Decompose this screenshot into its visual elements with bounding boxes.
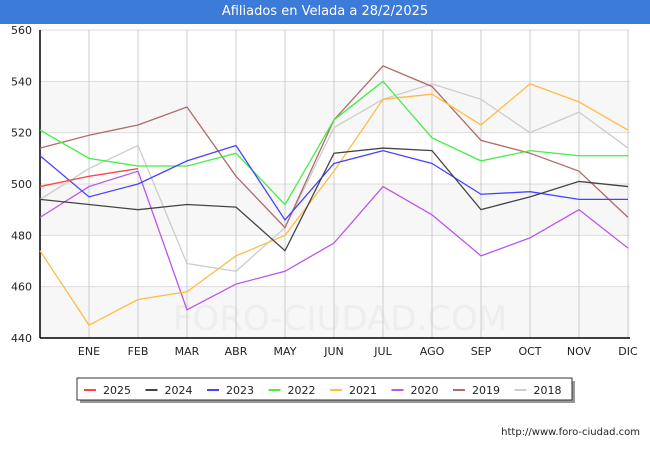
legend-label-2023: 2023 [226, 384, 254, 397]
legend-label-2022: 2022 [288, 384, 316, 397]
x-tick-label: NOV [567, 345, 592, 358]
x-tick-label: ABR [225, 345, 248, 358]
x-tick-label: JUL [373, 345, 392, 358]
x-tick-label: OCT [518, 345, 541, 358]
legend-label-2018: 2018 [534, 384, 562, 397]
legend-label-2025: 2025 [103, 384, 131, 397]
legend-label-2020: 2020 [411, 384, 439, 397]
chart-title: Afiliados en Velada a 28/2/2025 [0, 0, 650, 24]
series-line-2025 [39, 167, 139, 188]
x-tick-label: FEB [128, 345, 149, 358]
series-line-2021 [39, 83, 629, 327]
legend [76, 377, 573, 401]
legend-label-2021: 2021 [349, 384, 377, 397]
series-line-2022 [39, 80, 628, 206]
source-url[interactable]: http://www.foro-ciudad.com [501, 427, 640, 438]
y-tick-label: 480 [11, 229, 32, 242]
grid-band [40, 81, 630, 133]
watermark: FORO-CIUDAD.COM [173, 299, 507, 339]
x-tick-label: DIC [618, 345, 638, 358]
x-tick-label: AGO [420, 345, 445, 358]
x-tick-label: MAY [274, 345, 297, 358]
y-tick-label: 460 [11, 281, 32, 294]
x-tick-label: SEP [471, 345, 492, 358]
series-line-2018 [39, 83, 629, 272]
y-tick-label: 560 [11, 24, 32, 37]
legend-label-2024: 2024 [165, 384, 193, 397]
x-tick-label: JUN [323, 345, 344, 358]
grid-band [40, 184, 630, 236]
y-tick-label: 520 [11, 127, 32, 140]
y-tick-label: 500 [11, 178, 32, 191]
series-line-2023 [39, 144, 628, 222]
x-tick-label: MAR [175, 345, 200, 358]
y-tick-label: 540 [11, 75, 32, 88]
y-tick-label: 440 [11, 332, 32, 345]
series-line-2024 [39, 147, 629, 252]
x-tick-label: ENE [78, 345, 100, 358]
legend-label-2019: 2019 [472, 384, 500, 397]
series-line-2020 [39, 170, 629, 311]
